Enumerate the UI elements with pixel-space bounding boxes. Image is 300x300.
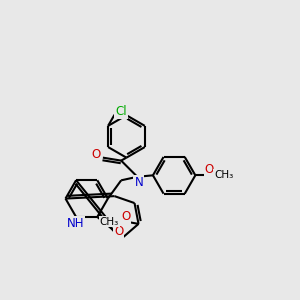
Text: O: O xyxy=(205,163,214,176)
Text: O: O xyxy=(114,226,123,238)
Text: NH: NH xyxy=(67,217,84,230)
Text: O: O xyxy=(121,210,130,223)
Text: O: O xyxy=(92,148,101,161)
Text: CH₃: CH₃ xyxy=(214,170,233,180)
Text: N: N xyxy=(134,176,143,189)
Text: CH₃: CH₃ xyxy=(100,217,119,226)
Text: Cl: Cl xyxy=(115,105,127,118)
